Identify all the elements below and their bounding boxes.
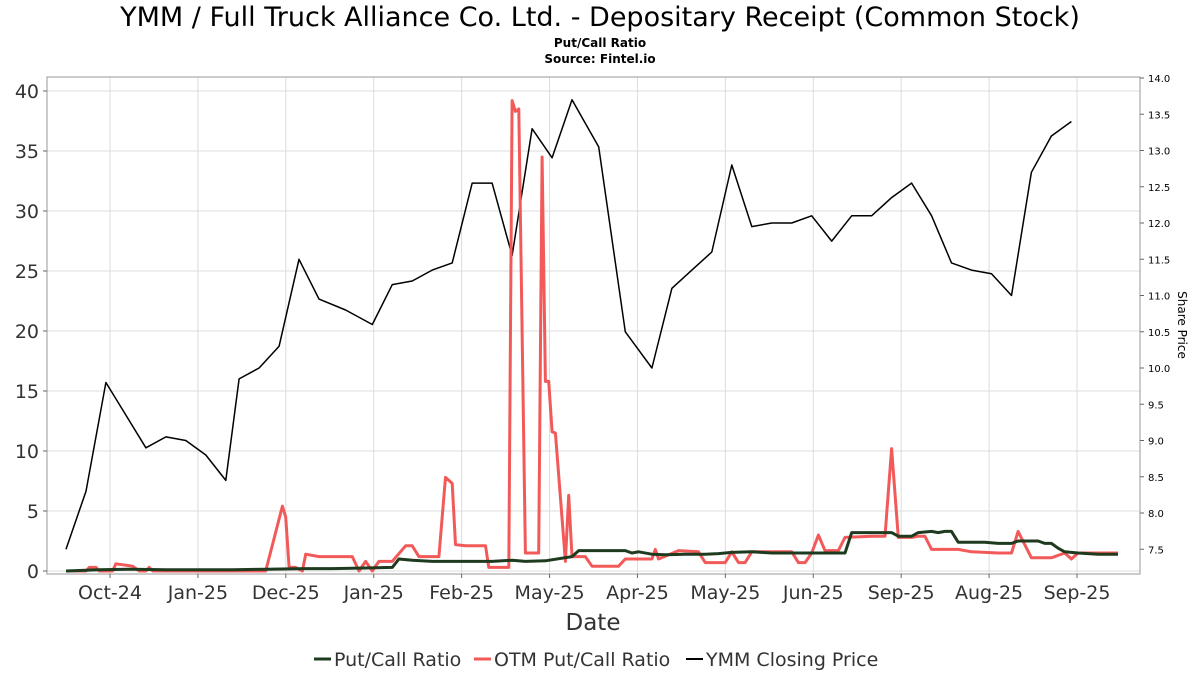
left-tick-label: 35 — [15, 141, 39, 163]
right-tick-label: 7.5 — [1148, 545, 1164, 556]
right-tick-label: 10.0 — [1148, 364, 1170, 375]
right-tick-label: 9.0 — [1148, 437, 1164, 448]
x-axis-ticks: Oct-24 Jan-25 Dec-25 Jan-25 Feb-25 May-25 Apr-… — [78, 574, 1110, 604]
x-tick-label: Jun-25 — [782, 582, 844, 604]
plot-area — [46, 76, 1141, 575]
left-tick-label: 20 — [15, 321, 39, 343]
grid-lines — [47, 77, 1140, 574]
left-tick-label: 25 — [15, 261, 39, 283]
right-tick-label: 8.0 — [1148, 509, 1164, 520]
right-tick-label: 8.5 — [1148, 473, 1164, 484]
x-tick-label: Jan-25 — [343, 582, 404, 604]
x-tick-label: Aug-25 — [955, 582, 1023, 604]
left-axis-ticks: 0 5 10 15 20 25 30 35 40 — [15, 81, 47, 583]
x-tick-label: Jan-25 — [167, 582, 228, 604]
series-lines — [65, 99, 1118, 573]
left-tick-label: 5 — [27, 501, 39, 523]
legend-label: OTM Put/Call Ratio — [494, 649, 670, 671]
x-tick-label: May-25 — [515, 582, 585, 604]
x-tick-label: Oct-24 — [78, 582, 142, 604]
x-axis-label: Date — [566, 610, 621, 636]
legend: Put/Call Ratio OTM Put/Call Ratio YMM Clos… — [314, 649, 878, 671]
right-tick-label: 14.0 — [1148, 74, 1170, 85]
x-tick-label: May-25 — [690, 582, 760, 604]
right-tick-label: 9.5 — [1148, 400, 1164, 411]
x-tick-label: Apr-25 — [606, 582, 669, 604]
left-tick-label: 15 — [15, 381, 39, 403]
left-tick-label: 40 — [15, 81, 39, 103]
x-tick-label: Sep-25 — [1044, 582, 1111, 604]
chart-subtitle: Put/Call Ratio — [553, 36, 647, 50]
series-line-ymm-closing-price — [65, 99, 1072, 550]
series-line-otm-put-call-ratio — [66, 99, 1118, 573]
x-tick-label: Sep-25 — [868, 582, 935, 604]
legend-label: Put/Call Ratio — [334, 649, 461, 671]
left-tick-label: 0 — [27, 561, 39, 583]
x-tick-label: Dec-25 — [252, 582, 320, 604]
legend-label: YMM Closing Price — [705, 649, 878, 671]
x-tick-label: Feb-25 — [429, 582, 494, 604]
left-tick-label: 10 — [15, 441, 39, 463]
right-tick-label: 11.5 — [1148, 255, 1170, 266]
right-tick-label: 13.0 — [1148, 147, 1170, 158]
series-line-put-call-ratio — [65, 529, 1118, 573]
right-axis-label: Share Price — [1175, 291, 1189, 359]
chart-title: YMM / Full Truck Alliance Co. Ltd. - Dep… — [120, 2, 1080, 33]
right-tick-label: 12.5 — [1148, 183, 1170, 194]
right-tick-label: 11.0 — [1148, 292, 1170, 303]
right-tick-label: 12.0 — [1148, 219, 1170, 230]
chart-source: Source: Fintel.io — [544, 52, 656, 66]
left-tick-label: 30 — [15, 201, 39, 223]
right-axis-ticks: 7.5 8.0 8.5 9.0 9.5 10.0 10.5 11.0 11.5 12.0 12.5 1… — [1140, 74, 1170, 556]
right-tick-label: 10.5 — [1148, 328, 1170, 339]
right-tick-label: 13.5 — [1148, 110, 1170, 121]
